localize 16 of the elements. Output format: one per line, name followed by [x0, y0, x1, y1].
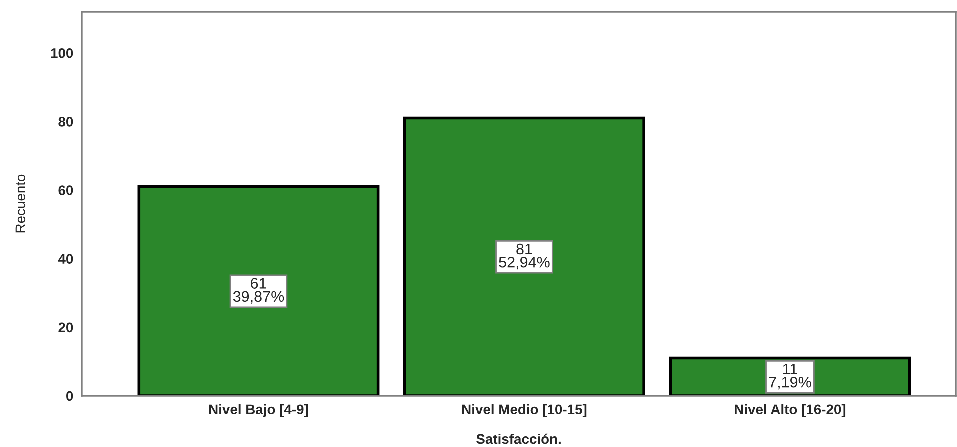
x-tick-label: Nivel Medio [10-15]: [462, 404, 587, 418]
x-axis-title: Satisfacción.: [476, 434, 561, 444]
y-tick-label: 60: [58, 186, 74, 196]
y-tick-label: 100: [51, 48, 74, 58]
y-tick-label: 80: [58, 117, 74, 127]
data-label: 11 7,19%: [769, 364, 812, 390]
data-label: 81 52,94%: [499, 244, 550, 270]
data-label: 61 39,87%: [233, 278, 284, 304]
y-tick-label: 40: [58, 254, 74, 264]
y-axis-title: Recuento: [16, 174, 26, 233]
bar: [404, 116, 646, 396]
x-tick-label: Nivel Bajo [4-9]: [210, 404, 308, 418]
bar: [138, 185, 380, 396]
y-tick-label: 20: [58, 322, 74, 333]
x-tick-label: Nivel Alto [16-20]: [735, 404, 846, 418]
y-tick-label: 0: [66, 391, 74, 402]
